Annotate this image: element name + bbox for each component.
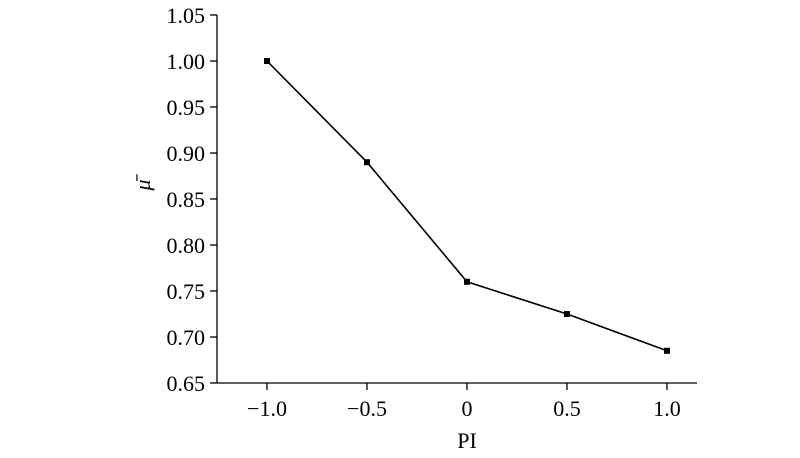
- y-tick-label: 1.00: [167, 49, 206, 74]
- x-tick-label: −0.5: [347, 396, 387, 421]
- marker: [364, 159, 370, 166]
- y-tick-label: 0.85: [167, 187, 206, 212]
- marker: [564, 311, 570, 317]
- x-tick-label: 1.0: [653, 396, 681, 421]
- x-tick-label: 0.5: [553, 396, 581, 421]
- x-tick-label: 0: [462, 396, 473, 421]
- marker: [664, 347, 670, 354]
- x-axis-label: PI: [457, 428, 477, 453]
- marker: [464, 278, 470, 285]
- y-tick-label: 0.65: [167, 371, 206, 396]
- line: [266, 60, 668, 352]
- x-tick-label: −1.0: [247, 396, 287, 421]
- y-tick-label: 0.90: [167, 141, 206, 166]
- y-tick-label: 0.95: [167, 95, 206, 120]
- y-tick-label: 0.70: [167, 325, 206, 350]
- y-tick-label: 0.75: [167, 279, 206, 304]
- y-axis-label: μ̄: [130, 173, 155, 191]
- y-tick-label: 1.05: [167, 3, 206, 28]
- marker: [264, 58, 270, 64]
- y-tick-label: 0.80: [167, 233, 206, 258]
